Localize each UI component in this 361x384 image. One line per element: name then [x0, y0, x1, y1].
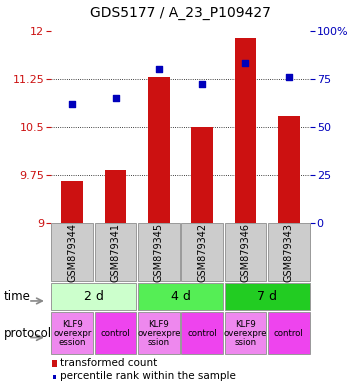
Text: KLF9
overexpr
ession: KLF9 overexpr ession — [53, 319, 91, 347]
Text: GSM879345: GSM879345 — [154, 223, 164, 282]
Text: GSM879346: GSM879346 — [240, 223, 251, 282]
Text: control: control — [274, 329, 304, 338]
Bar — [235, 38, 256, 223]
Text: GSM879342: GSM879342 — [197, 223, 207, 282]
Text: GDS5177 / A_23_P109427: GDS5177 / A_23_P109427 — [90, 7, 271, 20]
Text: GSM879343: GSM879343 — [284, 223, 294, 282]
Text: control: control — [187, 329, 217, 338]
Text: time: time — [4, 290, 30, 303]
Point — [243, 60, 248, 66]
Bar — [105, 170, 126, 223]
Point — [199, 81, 205, 88]
Point — [113, 95, 118, 101]
Text: control: control — [101, 329, 130, 338]
Text: 7 d: 7 d — [257, 290, 277, 303]
Bar — [191, 127, 213, 223]
Bar — [148, 78, 170, 223]
Bar — [278, 116, 300, 223]
Bar — [61, 181, 83, 223]
Text: KLF9
overexpre
ssion: KLF9 overexpre ssion — [224, 319, 267, 347]
Text: 2 d: 2 d — [84, 290, 104, 303]
Text: percentile rank within the sample: percentile rank within the sample — [60, 371, 236, 381]
Text: 4 d: 4 d — [170, 290, 191, 303]
Point — [69, 101, 75, 107]
Text: GSM879341: GSM879341 — [110, 223, 121, 282]
Text: KLF9
overexpre
ssion: KLF9 overexpre ssion — [137, 319, 180, 347]
Point — [156, 66, 162, 72]
Text: GSM879344: GSM879344 — [67, 223, 77, 282]
Text: transformed count: transformed count — [60, 358, 157, 368]
Point — [286, 74, 292, 80]
Text: protocol: protocol — [4, 327, 52, 339]
